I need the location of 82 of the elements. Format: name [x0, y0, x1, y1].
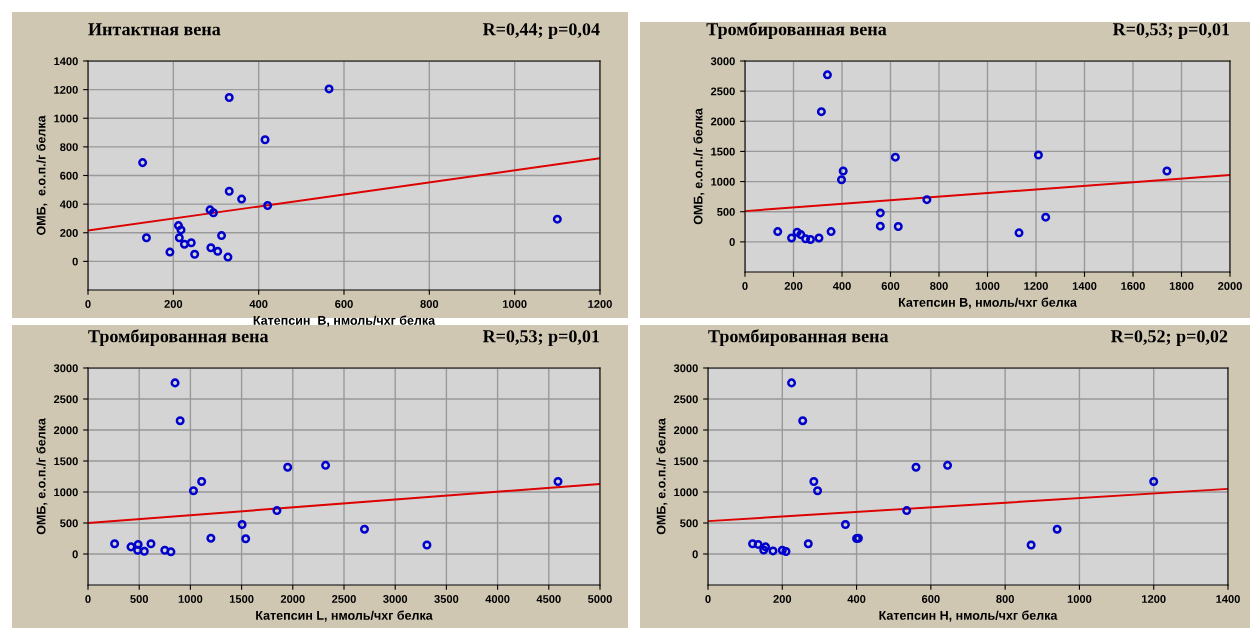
- x-tick-label: 400: [847, 595, 866, 603]
- x-tick-label: 5000: [587, 595, 612, 603]
- y-tick-label: 400: [59, 200, 78, 209]
- y-axis-title: ОМБ, е.о.п./г белка: [36, 115, 48, 236]
- x-tick-label: 400: [249, 300, 268, 308]
- x-tick-label: 2500: [332, 595, 356, 603]
- text: R=0,44; p=0,04: [482, 23, 600, 39]
- y-tick-label: 500: [60, 519, 78, 528]
- x-tick-label: 1200: [1142, 595, 1166, 603]
- y-tick-label: 500: [680, 519, 698, 528]
- chart-title: Тромбированная вена: [708, 329, 889, 346]
- y-tick-label: 2000: [53, 426, 78, 435]
- x-tick-label: 0: [85, 595, 91, 603]
- x-tick-label: 1400: [1216, 595, 1240, 603]
- x-tick-label: 2000: [1218, 282, 1242, 290]
- y-tick-label: 0: [692, 550, 698, 559]
- x-tick-label: 600: [881, 282, 900, 290]
- y-tick-label: 2500: [673, 395, 698, 404]
- x-tick-label: 4500: [536, 595, 561, 603]
- x-tick-label: 600: [335, 300, 353, 308]
- x-tick-label: 0: [742, 282, 748, 290]
- x-tick-label: 400: [832, 282, 851, 290]
- y-tick-label: 3000: [53, 364, 78, 373]
- x-tick-label: 800: [996, 595, 1014, 603]
- x-tick-label: 800: [930, 282, 948, 290]
- y-tick-label: 3000: [673, 364, 698, 373]
- y-tick-label: 2000: [673, 426, 698, 435]
- x-tick-label: 0: [85, 300, 91, 308]
- y-tick-label: 800: [60, 143, 78, 152]
- y-tick-label: 1000: [54, 488, 78, 497]
- y-tick-label: 1500: [674, 457, 698, 466]
- x-tick-label: 1000: [178, 595, 203, 603]
- x-tick-label: 2000: [280, 595, 305, 603]
- y-tick-label: 500: [717, 207, 735, 216]
- y-tick-label: 2000: [710, 117, 735, 126]
- x-tick-label: 1200: [1024, 282, 1048, 290]
- x-axis-title: Катепсин В, нмоль/чхг белка: [253, 315, 436, 327]
- x-axis-title: Катепсин В, нмоль/чхг белка: [898, 297, 1077, 309]
- y-axis-title: ОМБ, е.о.п./г белка: [36, 418, 48, 535]
- y-tick-label: 2500: [710, 87, 735, 96]
- chart-title: Интактная вена: [88, 23, 221, 36]
- y-axis-title: ОМБ, е.о.п./г белка: [656, 418, 668, 535]
- x-tick-label: 200: [773, 595, 792, 603]
- y-tick-label: 1000: [711, 177, 735, 186]
- x-tick-label: 600: [922, 595, 940, 603]
- y-tick-label: 1500: [54, 457, 78, 466]
- x-tick-label: 1800: [1169, 282, 1194, 290]
- x-tick-label: 3000: [383, 595, 408, 603]
- x-tick-label: 200: [784, 282, 803, 290]
- x-tick-label: 1200: [588, 300, 612, 308]
- chart-title: Тромбированная вена: [88, 329, 269, 346]
- chart-title: Тромбированная вена: [706, 22, 887, 39]
- x-tick-label: 800: [420, 300, 439, 308]
- x-axis-title: Катепсин Н, нмоль/чхг белка: [879, 610, 1058, 622]
- x-axis-title: Катепсин L, нмоль/чхг белка: [256, 610, 433, 622]
- x-tick-label: 1600: [1121, 282, 1145, 290]
- y-tick-label: 2500: [53, 395, 78, 404]
- y-axis-title: ОМБ, е.о.п./г белка: [693, 108, 705, 225]
- y-tick-label: 3000: [710, 57, 735, 66]
- x-tick-label: 500: [130, 595, 149, 603]
- x-tick-label: 1000: [975, 282, 1000, 290]
- y-tick-label: 1500: [711, 147, 735, 156]
- y-tick-label: 1000: [54, 114, 78, 123]
- x-tick-label: 1000: [503, 300, 527, 308]
- x-tick-label: 4000: [485, 595, 510, 603]
- text: R=0,52; p=0,02: [1110, 330, 1228, 346]
- x-tick-label: 200: [164, 300, 183, 308]
- y-tick-label: 600: [60, 171, 78, 180]
- x-tick-label: 3500: [434, 595, 459, 603]
- y-tick-label: 1000: [674, 488, 698, 497]
- y-tick-label: 0: [72, 550, 78, 559]
- y-tick-label: 1200: [54, 85, 78, 94]
- y-tick-label: 0: [729, 238, 735, 246]
- text: R=0,53; p=0,01: [1112, 23, 1230, 39]
- text: R=0,53; p=0,01: [482, 330, 600, 346]
- y-tick-label: 200: [60, 229, 78, 237]
- y-tick-label: 1400: [54, 57, 78, 66]
- x-tick-label: 1500: [229, 595, 254, 603]
- x-tick-label: 1400: [1072, 282, 1097, 290]
- x-tick-label: 0: [705, 595, 711, 603]
- y-tick-label: 0: [72, 257, 78, 266]
- x-tick-label: 1000: [1067, 595, 1092, 603]
